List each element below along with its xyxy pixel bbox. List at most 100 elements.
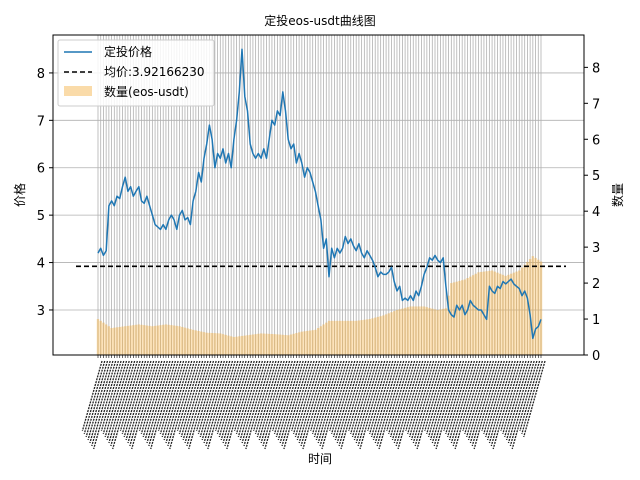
x-tick-label-mark xyxy=(372,360,397,441)
x-tick-label-mark xyxy=(353,360,378,441)
x-tick-label-mark xyxy=(150,360,177,450)
x-tick-label-mark xyxy=(490,360,516,447)
quantity-bar xyxy=(406,307,410,355)
quantity-bar xyxy=(96,319,100,355)
x-tick-label-mark xyxy=(279,360,304,444)
x-tick-label-mark xyxy=(338,360,364,447)
x-tick-label-mark xyxy=(429,360,454,441)
quantity-bar xyxy=(322,324,325,355)
quantity-bar xyxy=(393,311,396,355)
x-tick-label-mark xyxy=(214,360,236,432)
quantity-bar xyxy=(333,320,336,355)
x-tick-label-mark xyxy=(138,360,160,432)
x-tick-label-mark xyxy=(161,360,185,438)
quantity-bar xyxy=(352,320,355,355)
x-tick-label-mark xyxy=(178,360,201,435)
quantity-bar xyxy=(219,333,222,355)
x-tick-label-mark xyxy=(165,360,190,444)
quantity-bar xyxy=(439,309,442,355)
quantity-bar xyxy=(422,306,426,355)
right-tick-label: 7 xyxy=(592,97,600,112)
quantity-bar xyxy=(412,306,415,355)
quantity-bar xyxy=(403,307,407,355)
quantity-bar xyxy=(227,335,230,355)
x-tick-label-mark xyxy=(87,360,111,441)
quantity-bar xyxy=(175,325,179,355)
quantity-bar xyxy=(248,334,252,355)
quantity-bar xyxy=(441,308,445,355)
quantity-bar xyxy=(151,326,154,355)
x-tick-label-mark xyxy=(315,360,340,441)
quantity-bar xyxy=(509,273,513,355)
y-axis-right-label: 数量 xyxy=(610,183,625,207)
x-tick-label-mark xyxy=(131,360,157,450)
quantity-bar xyxy=(178,326,181,355)
quantity-bar xyxy=(99,320,102,355)
quantity-bar xyxy=(107,326,111,355)
x-tick-label-mark xyxy=(273,360,296,435)
bars xyxy=(96,256,543,355)
x-tick-label-mark xyxy=(169,360,196,450)
quantity-bar xyxy=(534,257,537,355)
x-tick-label-mark xyxy=(431,360,456,444)
left-tick-label: 5 xyxy=(37,209,45,224)
quantity-bar xyxy=(121,326,124,355)
x-tick-label-mark xyxy=(81,360,103,432)
x-tick-label-mark xyxy=(450,360,475,444)
x-tick-label-mark xyxy=(272,360,293,432)
quantity-bar xyxy=(251,334,255,355)
quantity-bar xyxy=(493,271,497,355)
x-tick-label-mark xyxy=(397,360,424,450)
x-tick-label-mark xyxy=(291,360,312,432)
right-tick-label: 2 xyxy=(592,277,600,292)
x-tick-label-mark xyxy=(321,360,348,450)
quantity-bar xyxy=(325,322,328,355)
right-tick-label: 1 xyxy=(592,313,600,328)
x-tick-label-mark xyxy=(262,360,288,447)
quantity-bar xyxy=(170,325,173,355)
quantity-bar xyxy=(153,325,157,355)
x-tick-label-mark xyxy=(302,360,329,450)
quantity-bar xyxy=(330,320,333,355)
quantity-bar xyxy=(504,275,507,355)
x-tick-label-mark xyxy=(264,360,291,450)
quantity-bar xyxy=(240,335,244,355)
x-tick-label-mark xyxy=(485,360,508,438)
x-tick-label-mark xyxy=(121,360,144,435)
x-tick-label-mark xyxy=(445,360,467,435)
x-tick-label-mark xyxy=(180,360,204,438)
x-tick-label-mark xyxy=(218,360,242,438)
quantity-bar xyxy=(354,320,358,355)
x-tick-label-mark xyxy=(388,360,410,435)
quantity-bar xyxy=(189,329,192,355)
x-tick-label-mark xyxy=(410,360,435,441)
quantity-bar xyxy=(523,264,526,355)
x-tick-label-mark xyxy=(374,360,399,444)
left-tick-label: 3 xyxy=(37,304,45,319)
x-tick-label-mark xyxy=(224,360,250,447)
left-axis: 3 4 5 6 7 8 xyxy=(37,67,53,319)
x-tick-label-mark xyxy=(433,360,459,447)
x-axis-label: 时间 xyxy=(308,452,332,466)
quantity-bar xyxy=(373,317,377,355)
x-tick-label-mark xyxy=(199,360,223,438)
quantity-bar xyxy=(501,274,505,355)
x-tick-label-mark xyxy=(355,360,380,444)
x-tick-label-mark xyxy=(127,360,152,444)
x-tick-label-mark xyxy=(186,360,212,447)
x-tick-label-mark xyxy=(235,360,258,435)
left-tick-label: 4 xyxy=(37,257,45,272)
quantity-bar xyxy=(327,320,331,355)
quantity-bar xyxy=(289,334,293,355)
x-tick-label-mark xyxy=(408,360,432,438)
quantity-bar xyxy=(450,283,453,355)
x-tick-label-mark xyxy=(296,360,321,441)
x-tick-label-mark xyxy=(357,360,383,447)
quantity-bar xyxy=(102,322,105,355)
x-tick-label-mark xyxy=(237,360,261,438)
quantity-bar xyxy=(156,325,160,355)
quantity-bar xyxy=(265,333,268,355)
quantity-bar xyxy=(460,280,464,355)
x-tick-label-mark xyxy=(184,360,209,444)
quantity-bar xyxy=(181,326,184,355)
